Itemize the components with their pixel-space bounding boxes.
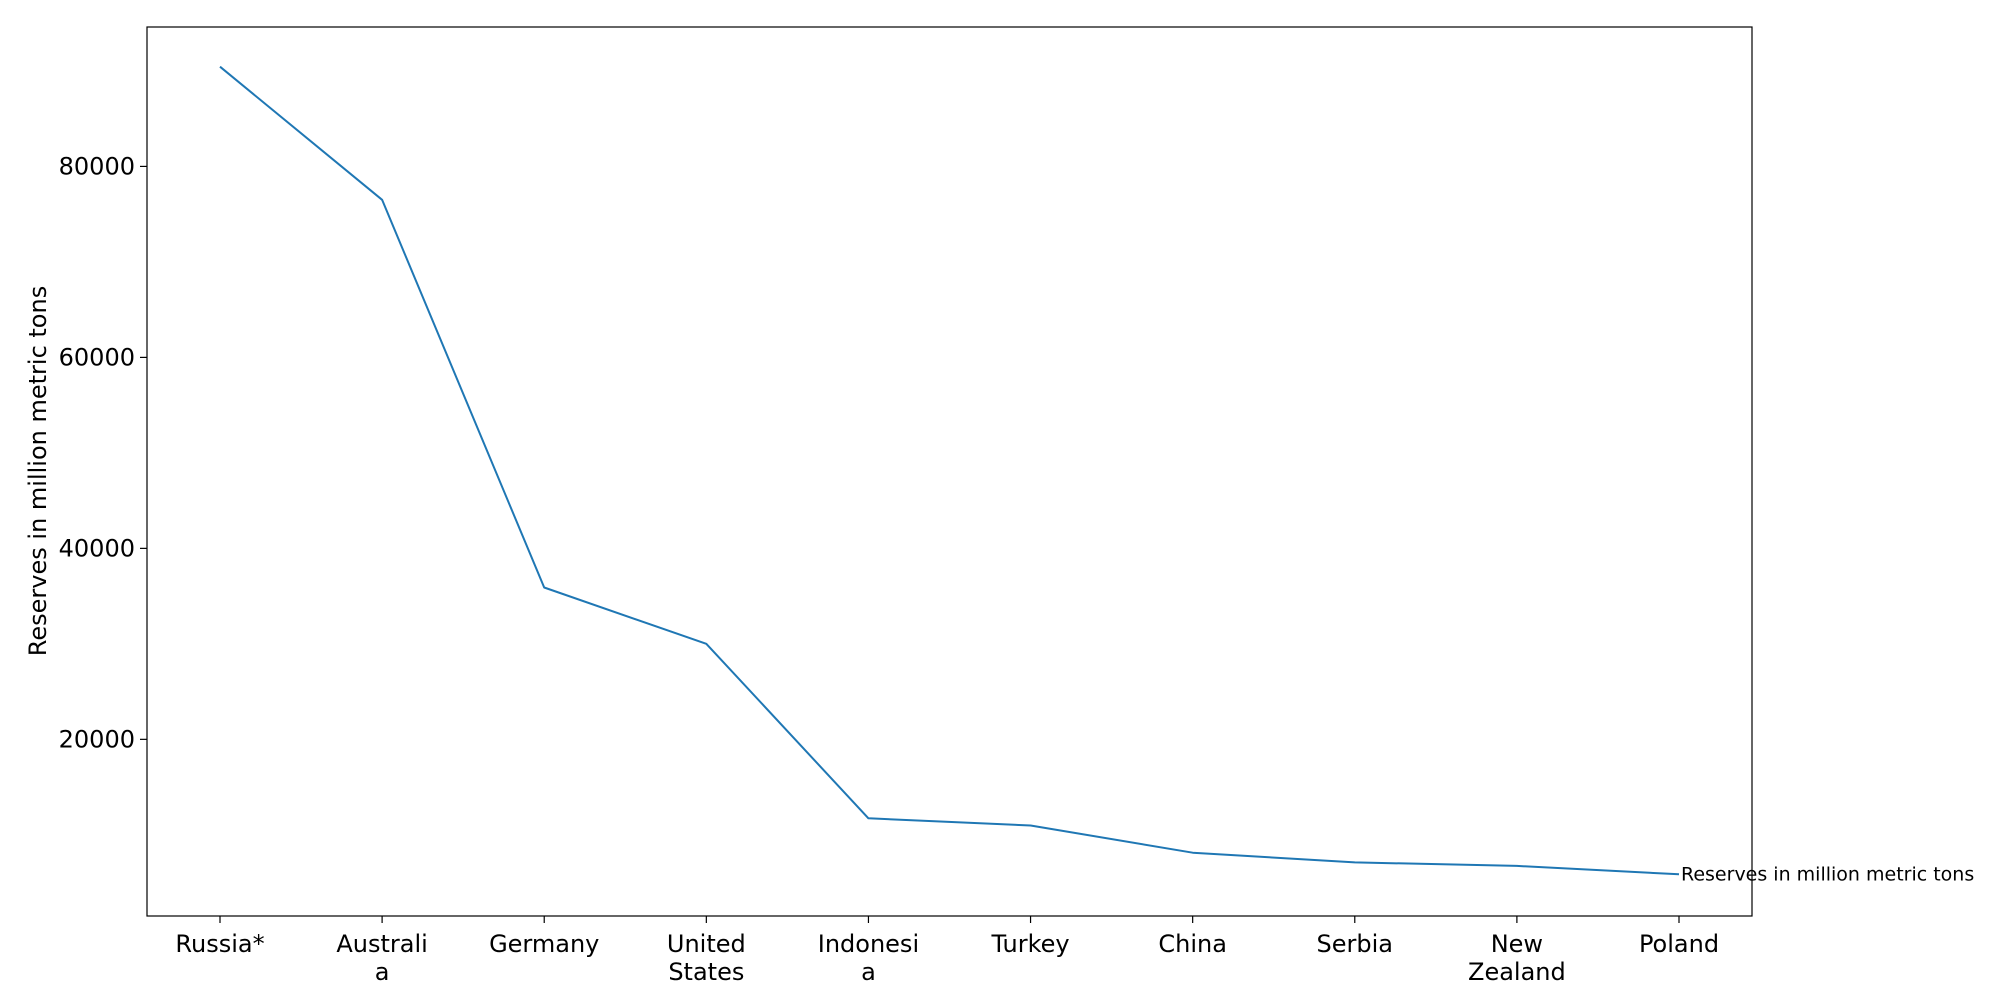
x-tick-label-line: Germany (489, 930, 599, 958)
x-tick-label: Indonesi a (818, 930, 919, 986)
series-line (219, 65, 1680, 876)
x-tick-label-line: Zealand (1468, 958, 1566, 986)
x-tick-label-line: Poland (1639, 930, 1719, 958)
x-tick-label-line: Indonesi (818, 930, 919, 958)
x-tick-label: Serbia (1317, 930, 1393, 958)
y-axis: 20000 40000 60000 80000 (59, 152, 147, 753)
plot-frame (146, 26, 1753, 917)
y-tick-label: 20000 (59, 725, 135, 753)
x-tick-label-line: New (1491, 930, 1543, 958)
x-tick-label-line: States (668, 958, 744, 986)
x-tick-label: Russia* (175, 930, 264, 958)
y-axis-label: Reserves in million metric tons (24, 286, 52, 656)
x-tick-label: United States (667, 930, 746, 986)
x-tick-label-line: China (1158, 930, 1227, 958)
x-tick-label: Poland (1639, 930, 1719, 958)
x-tick-label-line: Serbia (1317, 930, 1393, 958)
x-tick-label: Australi a (336, 930, 427, 986)
y-tick-label: 60000 (59, 343, 135, 371)
y-tick-label: 80000 (59, 152, 135, 180)
x-tick-label: China (1158, 930, 1227, 958)
x-tick-label-line: United (667, 930, 746, 958)
series-layer (219, 65, 1680, 876)
x-tick-label-line: Russia* (175, 930, 264, 958)
series-end-label: Reserves in million metric tons (1681, 863, 1974, 885)
x-tick-label-line: a (861, 958, 876, 986)
x-tick-label-line: a (375, 958, 390, 986)
x-tick-label: New Zealand (1468, 930, 1566, 986)
x-tick-label-line: Australi (336, 930, 427, 958)
y-tick-label: 40000 (59, 534, 135, 562)
x-tick-label: Germany (489, 930, 599, 958)
x-tick-label-line: Turkey (991, 930, 1070, 958)
x-tick-label: Turkey (991, 930, 1070, 958)
